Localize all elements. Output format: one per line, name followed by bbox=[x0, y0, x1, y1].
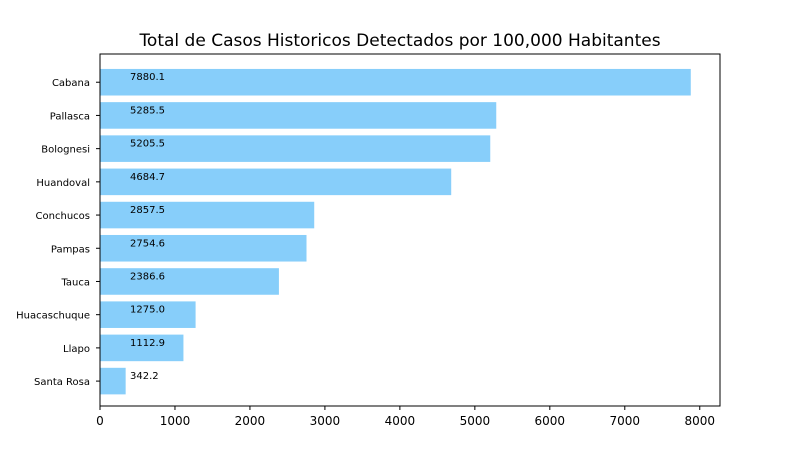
bar-huacaschuque bbox=[100, 301, 196, 328]
axes: Cabana Pallasca Bolognesi Huandoval Conchuco… bbox=[16, 53, 721, 428]
bar-pallasca bbox=[100, 102, 497, 129]
bar-huandoval bbox=[100, 168, 452, 196]
category-label: Llapo bbox=[63, 344, 90, 355]
value-label: 2386.6 bbox=[130, 271, 165, 282]
category-label: Santa Rosa bbox=[34, 377, 90, 388]
category-label: Bolognesi bbox=[41, 145, 90, 156]
category-label: Tauca bbox=[60, 277, 90, 288]
category-label: Huacaschuque bbox=[16, 311, 90, 322]
x-tick-label: 3000 bbox=[310, 414, 341, 428]
category-label: Conchucos bbox=[36, 211, 90, 222]
value-label: 1112.9 bbox=[130, 338, 165, 349]
x-tick-label: 6000 bbox=[535, 414, 566, 428]
category-label: Pampas bbox=[51, 244, 90, 255]
bar-bolognesi bbox=[100, 135, 491, 162]
x-tick-label: 7000 bbox=[610, 414, 641, 428]
bars: 7880.1 5285.5 5205.5 4684.7 2857.5 2754.6 2386… bbox=[100, 68, 691, 395]
x-tick-label: 2000 bbox=[235, 414, 266, 428]
category-label: Huandoval bbox=[36, 178, 90, 189]
bar-cabana bbox=[100, 68, 691, 96]
value-label: 5205.5 bbox=[130, 139, 165, 150]
value-label: 2857.5 bbox=[130, 205, 165, 216]
bar-pampas bbox=[100, 234, 307, 262]
bar-llapo bbox=[100, 334, 184, 362]
x-tick-label: 5000 bbox=[460, 414, 491, 428]
value-label: 4684.7 bbox=[130, 172, 165, 183]
value-label: 7880.1 bbox=[130, 72, 165, 83]
plot-frame bbox=[99, 53, 721, 407]
category-label: Cabana bbox=[52, 78, 90, 89]
chart-title: Total de Casos Historicos Detectados por… bbox=[138, 31, 660, 51]
x-tick-label: 4000 bbox=[385, 414, 416, 428]
category-label: Pallasca bbox=[50, 111, 90, 122]
x-tick-label: 1000 bbox=[160, 414, 191, 428]
bar-conchucos bbox=[100, 201, 315, 229]
value-label: 1275.0 bbox=[130, 305, 165, 316]
value-label: 2754.6 bbox=[130, 238, 165, 249]
bar-tauca bbox=[100, 268, 279, 295]
bar-santa-rosa bbox=[100, 367, 126, 395]
x-tick-label: 0 bbox=[96, 414, 104, 428]
value-label: 5285.5 bbox=[130, 105, 165, 116]
value-label: 342.2 bbox=[130, 371, 159, 382]
x-tick-label: 8000 bbox=[684, 414, 715, 428]
